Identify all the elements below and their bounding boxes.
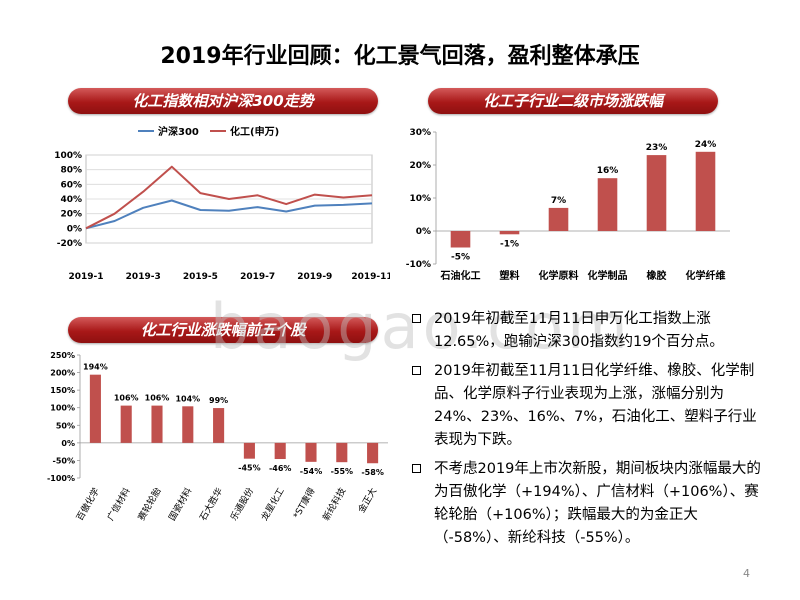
data-label: -1% (500, 239, 519, 249)
y-tick-label: 10% (409, 194, 431, 204)
bar (213, 408, 225, 443)
y-tick-label: 20% (60, 210, 82, 220)
line-chart: 100% 80% 60% 40% 20% 0% -20% 2019-1 2019-3 2019-5… (54, 125, 390, 282)
banner-index-trend: 化工指数相对沪深300走势 (68, 88, 378, 114)
data-label: 99% (209, 396, 228, 405)
page-title: 2019年行业回顾：化工景气回落，盈利整体承压 (160, 44, 640, 69)
bar (367, 442, 379, 464)
category-label: 国瓷材料 (166, 486, 194, 523)
legend-label: 沪深300 (158, 125, 199, 138)
series-line-化工(申万) (85, 165, 373, 230)
y-tick-label: 100% (50, 404, 75, 413)
bullet-text: 不考虑2019年上市次新股，期间板块内涨幅最大的为百傲化学（+194%）、广信材… (434, 461, 761, 546)
bullet-list: 2019年初截至11月11日申万化工指数上涨12.65%，跑输沪深300指数约1… (410, 308, 770, 556)
bar (450, 231, 471, 248)
x-tick-label: 2019-11 (351, 272, 390, 282)
square-bullet-icon (412, 366, 421, 375)
bullet-item: 2019年初截至11月11日化学纤维、橡胶、化学制品、化学原料子行业表现为上涨，… (410, 360, 770, 452)
bar (243, 442, 255, 459)
data-label: 194% (83, 363, 108, 372)
y-tick-label: 0% (61, 439, 75, 448)
category-label: 金正大 (355, 486, 379, 515)
data-label: 24% (695, 140, 717, 150)
data-label: 7% (551, 196, 566, 206)
bar (274, 442, 286, 460)
bullet-text: 2019年初截至11月11日化学纤维、橡胶、化学制品、化学原料子行业表现为上涨，… (434, 363, 757, 448)
category-label: 橡胶 (647, 269, 667, 282)
bar (336, 442, 348, 463)
bar (695, 151, 716, 231)
x-tick-label: 2019-1 (68, 272, 103, 282)
category-label: 广信材料 (104, 486, 132, 523)
data-label: -55% (331, 467, 353, 476)
data-label: -46% (269, 464, 291, 473)
category-label: 化学原料 (539, 269, 579, 282)
bullet-item: 2019年初截至11月11日申万化工指数上涨12.65%，跑输沪深300指数约1… (410, 308, 770, 354)
y-tick-label: 250% (50, 351, 75, 360)
y-tick-label: 150% (50, 386, 75, 395)
category-label: 化学纤维 (686, 269, 726, 282)
legend-label: 化工(申万) (230, 125, 279, 138)
data-label: -45% (238, 464, 260, 473)
data-label: 106% (145, 394, 170, 403)
category-label: 塑料 (500, 269, 520, 282)
stocks-bar-chart: 250% 200% 150% 100% 50% 0% -50% -100% 194% 百傲化学 10… (47, 351, 388, 523)
banner-subindustry: 化工子行业二级市场涨跌幅 (428, 88, 718, 114)
data-label: 16% (597, 166, 619, 176)
y-tick-label: 0% (416, 227, 431, 237)
y-tick-label: -20% (57, 239, 82, 249)
y-tick-label: 60% (60, 180, 82, 190)
category-label: 化学制品 (588, 269, 628, 282)
subindustry-bar-chart: 30% 20% 10% 0% -10% -5% 石油化工 -1% 塑料 7% 化学原料 16% 化学制品… (406, 128, 730, 282)
y-tick-label: 80% (60, 166, 82, 176)
y-tick-label: -50% (53, 456, 75, 465)
watermark: baogao.com (210, 290, 632, 363)
y-tick-label: 50% (56, 421, 75, 430)
bar (305, 442, 317, 462)
y-tick-label: -10% (406, 260, 431, 270)
category-label: 乐通股份 (228, 486, 256, 523)
y-tick-label: 40% (60, 195, 82, 205)
bullet-item: 不考虑2019年上市次新股，期间板块内涨幅最大的为百傲化学（+194%）、广信材… (410, 458, 770, 550)
data-label: -54% (300, 467, 322, 476)
data-label: 23% (646, 143, 668, 153)
series-line-沪深300 (85, 199, 373, 230)
y-tick-label: -100% (47, 474, 75, 483)
bar (548, 207, 569, 231)
y-tick-label: 200% (50, 369, 75, 378)
y-tick-label: 30% (409, 128, 431, 138)
bullet-text: 2019年初截至11月11日申万化工指数上涨12.65%，跑输沪深300指数约1… (434, 311, 724, 350)
bar (151, 405, 163, 443)
banner-top-stocks: 化工行业涨跌幅前五个股 (68, 317, 378, 343)
x-tick-label: 2019-3 (126, 272, 161, 282)
data-label: -58% (361, 468, 383, 477)
bar (182, 406, 194, 443)
category-label: 石油化工 (440, 269, 481, 282)
data-label: 104% (175, 394, 200, 403)
bar (597, 178, 618, 231)
data-label: 106% (114, 394, 139, 403)
category-label: 百傲化学 (74, 486, 102, 523)
category-label: 赛轮轮胎 (135, 486, 163, 523)
page-number: 4 (743, 567, 750, 580)
category-label: 龙星化工 (258, 486, 286, 523)
category-label: *ST康得 (290, 486, 317, 521)
category-label: 新纶科技 (320, 486, 348, 523)
bar (646, 155, 667, 231)
category-label: 石大胜华 (197, 486, 225, 523)
data-label: -5% (451, 253, 470, 263)
y-tick-label: 100% (54, 151, 82, 161)
square-bullet-icon (412, 314, 421, 323)
bar (499, 231, 520, 235)
square-bullet-icon (412, 464, 421, 473)
bar (120, 405, 132, 443)
y-tick-label: 20% (409, 161, 431, 171)
x-tick-label: 2019-5 (183, 272, 218, 282)
x-tick-label: 2019-9 (297, 272, 332, 282)
y-tick-label: 0% (67, 224, 82, 234)
x-tick-label: 2019-7 (240, 272, 275, 282)
bar (89, 374, 101, 443)
